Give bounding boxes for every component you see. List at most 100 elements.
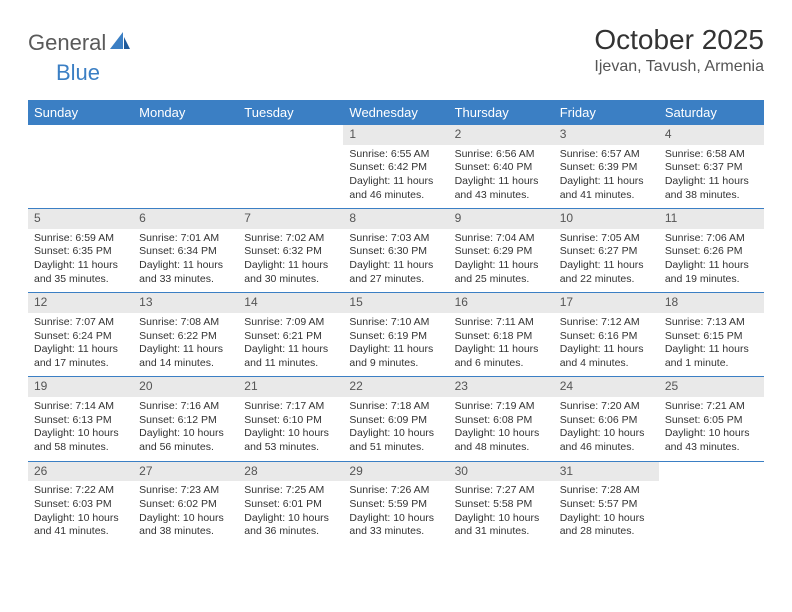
sunset-value: Sunset: 6:37 PM — [665, 161, 758, 175]
sunrise-value: Sunrise: 7:01 AM — [139, 232, 232, 246]
sunrise-value: Sunrise: 7:10 AM — [349, 316, 442, 330]
day-number — [133, 125, 238, 145]
logo-word2: Blue — [56, 60, 100, 86]
daylight-value: Daylight: 10 hours and 28 minutes. — [560, 512, 653, 539]
daylight-value: Daylight: 11 hours and 11 minutes. — [244, 343, 337, 370]
daylight-value: Daylight: 11 hours and 33 minutes. — [139, 259, 232, 286]
day-data: Sunrise: 7:06 AMSunset: 6:26 PMDaylight:… — [659, 229, 764, 293]
day-number: 6 — [133, 209, 238, 229]
daylight-value: Daylight: 11 hours and 19 minutes. — [665, 259, 758, 286]
day-number: 26 — [28, 462, 133, 482]
day-cell: 9Sunrise: 7:04 AMSunset: 6:29 PMDaylight… — [449, 209, 554, 292]
day-number: 20 — [133, 377, 238, 397]
day-cell: 29Sunrise: 7:26 AMSunset: 5:59 PMDayligh… — [343, 462, 448, 545]
sunrise-value: Sunrise: 7:18 AM — [349, 400, 442, 414]
daylight-value: Daylight: 11 hours and 38 minutes. — [665, 175, 758, 202]
day-number: 11 — [659, 209, 764, 229]
day-number: 15 — [343, 293, 448, 313]
sunrise-value: Sunrise: 7:12 AM — [560, 316, 653, 330]
weekday-label: Tuesday — [238, 100, 343, 125]
day-cell: 15Sunrise: 7:10 AMSunset: 6:19 PMDayligh… — [343, 293, 448, 376]
sunrise-value: Sunrise: 7:11 AM — [455, 316, 548, 330]
day-data: Sunrise: 6:56 AMSunset: 6:40 PMDaylight:… — [449, 145, 554, 209]
sunset-value: Sunset: 6:30 PM — [349, 245, 442, 259]
day-cell: 19Sunrise: 7:14 AMSunset: 6:13 PMDayligh… — [28, 377, 133, 460]
sunrise-value: Sunrise: 7:04 AM — [455, 232, 548, 246]
sunrise-value: Sunrise: 7:16 AM — [139, 400, 232, 414]
sunset-value: Sunset: 6:29 PM — [455, 245, 548, 259]
sunrise-value: Sunrise: 6:59 AM — [34, 232, 127, 246]
day-data: Sunrise: 7:10 AMSunset: 6:19 PMDaylight:… — [343, 313, 448, 377]
daylight-value: Daylight: 10 hours and 41 minutes. — [34, 512, 127, 539]
day-cell: 11Sunrise: 7:06 AMSunset: 6:26 PMDayligh… — [659, 209, 764, 292]
day-data: Sunrise: 7:01 AMSunset: 6:34 PMDaylight:… — [133, 229, 238, 293]
sunset-value: Sunset: 6:01 PM — [244, 498, 337, 512]
sunrise-value: Sunrise: 7:06 AM — [665, 232, 758, 246]
day-data: Sunrise: 6:57 AMSunset: 6:39 PMDaylight:… — [554, 145, 659, 209]
day-data: Sunrise: 7:12 AMSunset: 6:16 PMDaylight:… — [554, 313, 659, 377]
sunset-value: Sunset: 6:05 PM — [665, 414, 758, 428]
sunrise-value: Sunrise: 7:13 AM — [665, 316, 758, 330]
daylight-value: Daylight: 11 hours and 43 minutes. — [455, 175, 548, 202]
day-number — [659, 462, 764, 482]
sunset-value: Sunset: 6:16 PM — [560, 330, 653, 344]
day-cell: 7Sunrise: 7:02 AMSunset: 6:32 PMDaylight… — [238, 209, 343, 292]
weekday-label: Sunday — [28, 100, 133, 125]
day-cell: 28Sunrise: 7:25 AMSunset: 6:01 PMDayligh… — [238, 462, 343, 545]
sunrise-value: Sunrise: 7:27 AM — [455, 484, 548, 498]
sunset-value: Sunset: 6:02 PM — [139, 498, 232, 512]
sunset-value: Sunset: 6:22 PM — [139, 330, 232, 344]
day-data: Sunrise: 7:20 AMSunset: 6:06 PMDaylight:… — [554, 397, 659, 461]
day-cell: 6Sunrise: 7:01 AMSunset: 6:34 PMDaylight… — [133, 209, 238, 292]
calendar-page: General October 2025 Ijevan, Tavush, Arm… — [0, 0, 792, 555]
day-number: 21 — [238, 377, 343, 397]
daylight-value: Daylight: 11 hours and 6 minutes. — [455, 343, 548, 370]
daylight-value: Daylight: 11 hours and 27 minutes. — [349, 259, 442, 286]
day-cell: 17Sunrise: 7:12 AMSunset: 6:16 PMDayligh… — [554, 293, 659, 376]
sunset-value: Sunset: 6:32 PM — [244, 245, 337, 259]
daylight-value: Daylight: 11 hours and 41 minutes. — [560, 175, 653, 202]
day-number: 5 — [28, 209, 133, 229]
day-number: 22 — [343, 377, 448, 397]
daylight-value: Daylight: 10 hours and 46 minutes. — [560, 427, 653, 454]
week-row: 5 Sunrise: 6:59 AMSunset: 6:35 PM Daylight… — [28, 208, 764, 292]
day-number: 27 — [133, 462, 238, 482]
day-data: Sunrise: 7:07 AMSunset: 6:24 PMDaylight:… — [28, 313, 133, 377]
day-cell: 21Sunrise: 7:17 AMSunset: 6:10 PMDayligh… — [238, 377, 343, 460]
logo: General — [28, 24, 132, 56]
day-data: Sunrise: 7:08 AMSunset: 6:22 PMDaylight:… — [133, 313, 238, 377]
sunrise-value: Sunrise: 7:02 AM — [244, 232, 337, 246]
sunrise-value: Sunrise: 6:58 AM — [665, 148, 758, 162]
weekday-header: SundayMondayTuesdayWednesdayThursdayFrid… — [28, 100, 764, 125]
daylight-value: Daylight: 10 hours and 53 minutes. — [244, 427, 337, 454]
day-cell: 27Sunrise: 7:23 AMSunset: 6:02 PMDayligh… — [133, 462, 238, 545]
weekday-label: Wednesday — [343, 100, 448, 125]
day-cell: 4 Sunrise: 6:58 AMSunset: 6:37 PMDaylight… — [659, 125, 764, 208]
sunrise-value: Sunrise: 6:57 AM — [560, 148, 653, 162]
day-data: Sunrise: 7:09 AMSunset: 6:21 PMDaylight:… — [238, 313, 343, 377]
daylight-value: Daylight: 11 hours and 25 minutes. — [455, 259, 548, 286]
title-block: October 2025 Ijevan, Tavush, Armenia — [594, 24, 764, 76]
day-number: 4 — [659, 125, 764, 145]
sunset-value: Sunset: 6:35 PM — [34, 245, 127, 259]
sunset-value: Sunset: 6:27 PM — [560, 245, 653, 259]
day-number: 16 — [449, 293, 554, 313]
sunset-value: Sunset: 6:03 PM — [34, 498, 127, 512]
day-data: Sunrise: 7:17 AMSunset: 6:10 PMDaylight:… — [238, 397, 343, 461]
sunset-value: Sunset: 6:13 PM — [34, 414, 127, 428]
daylight-value: Daylight: 10 hours and 48 minutes. — [455, 427, 548, 454]
sunrise-value: Sunrise: 7:25 AM — [244, 484, 337, 498]
day-data: Sunrise: 7:27 AMSunset: 5:58 PMDaylight:… — [449, 481, 554, 545]
day-cell: 31Sunrise: 7:28 AMSunset: 5:57 PMDayligh… — [554, 462, 659, 545]
sunrise-value: Sunrise: 7:09 AM — [244, 316, 337, 330]
sunrise-value: Sunrise: 7:28 AM — [560, 484, 653, 498]
day-cell — [133, 125, 238, 208]
location: Ijevan, Tavush, Armenia — [594, 58, 764, 76]
day-number: 1 — [343, 125, 448, 145]
sunset-value: Sunset: 6:06 PM — [560, 414, 653, 428]
week-row: 1Sunrise: 6:55 AMSunset: 6:42 PMDaylight… — [28, 125, 764, 208]
day-number: 19 — [28, 377, 133, 397]
sunset-value: Sunset: 5:58 PM — [455, 498, 548, 512]
day-number: 23 — [449, 377, 554, 397]
sunset-value: Sunset: 6:42 PM — [349, 161, 442, 175]
